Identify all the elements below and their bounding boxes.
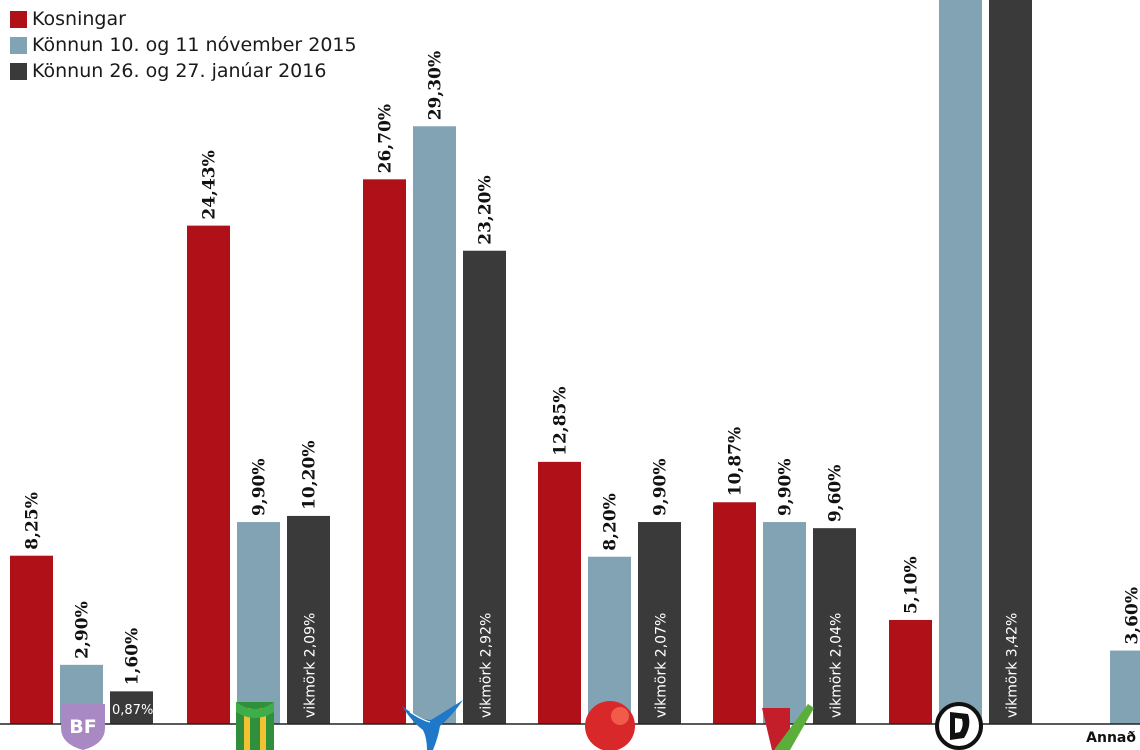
bar-5-series-1 xyxy=(713,502,756,724)
value-label: 9,60% xyxy=(826,465,846,523)
bar-4-series-1 xyxy=(538,461,581,724)
margin-of-error-label: vikmörk 2,09% xyxy=(303,613,319,718)
legend-swatch xyxy=(10,36,27,54)
margin-of-error-label: vikmörk 2,07% xyxy=(654,613,670,718)
bar-2-series-2 xyxy=(237,522,280,724)
value-label: 10,87% xyxy=(726,427,746,496)
legend-swatch xyxy=(10,10,27,28)
legend-label: Könnun 10. og 11 nóvember 2015 xyxy=(32,34,357,56)
bar-4-series-3 xyxy=(638,522,681,724)
bf-shield-logo-icon: BF xyxy=(61,704,105,750)
bar-3-series-3 xyxy=(463,250,506,724)
value-label: 2,90% xyxy=(73,601,93,659)
legend-item-kosningar: Kosningar xyxy=(10,6,357,32)
value-label: 9,90% xyxy=(651,458,671,516)
legend-item-nov-2015: Könnun 10. og 11 nóvember 2015 xyxy=(10,32,357,58)
vg-logo-icon xyxy=(762,704,814,750)
value-label: 9,90% xyxy=(250,458,270,516)
value-label: 9,90% xyxy=(776,458,796,516)
legend: Kosningar Könnun 10. og 11 nóvember 2015… xyxy=(10,6,357,84)
svg-text:BF: BF xyxy=(69,716,96,738)
framsokn-logo-icon xyxy=(236,702,274,750)
category-label-annad: Annað xyxy=(1086,730,1136,746)
legend-label: Könnun 26. og 27. janúar 2016 xyxy=(32,60,327,82)
legend-swatch xyxy=(10,62,27,80)
value-label: 8,20% xyxy=(601,493,621,551)
rose-logo-icon xyxy=(585,701,635,750)
bar-1-series-3 xyxy=(110,691,153,724)
bar-4-series-2 xyxy=(588,556,631,724)
margin-of-error-label: 0,87% xyxy=(112,703,153,718)
value-label: 12,85% xyxy=(551,386,571,455)
bar-6-series-1 xyxy=(889,619,932,724)
value-label: 23,20% xyxy=(476,175,496,244)
bar-2-series-1 xyxy=(187,225,230,725)
value-label: 8,25% xyxy=(23,492,43,550)
bar-5-series-2 xyxy=(763,522,806,724)
bar-2-series-3 xyxy=(287,515,330,724)
bar-5-series-3 xyxy=(813,528,856,724)
margin-of-error-label: vikmörk 2,92% xyxy=(479,613,495,718)
margin-of-error-label: vikmörk 3,42% xyxy=(1005,613,1021,718)
party-logos: Annað BF xyxy=(61,700,1136,750)
legend-item-jan-2016: Könnun 26. og 27. janúar 2016 xyxy=(10,58,357,84)
bars-layer: 8,25% 2,90% 1,60% 0,87% 24,43% 9,90% 10,20% vik… xyxy=(10,0,1140,725)
bar-6-series-3 xyxy=(989,0,1032,725)
legend-label: Kosningar xyxy=(32,8,126,30)
pirate-flag-logo-icon xyxy=(935,702,983,750)
value-label: 3,60% xyxy=(1123,587,1140,645)
value-label: 1,60% xyxy=(123,628,143,686)
value-label: 24,43% xyxy=(200,150,220,219)
bar-6-series-2 xyxy=(939,0,982,725)
falcon-logo-icon xyxy=(402,700,463,750)
bar-3-series-2 xyxy=(413,126,456,724)
value-label: 5,10% xyxy=(902,556,922,614)
value-label: 26,70% xyxy=(376,104,396,173)
bar-7-series-2 xyxy=(1110,650,1140,724)
bar-3-series-1 xyxy=(363,179,406,724)
value-label: 29,30% xyxy=(426,51,446,120)
bar-1-series-1 xyxy=(10,555,53,724)
value-label: 10,20% xyxy=(300,441,320,510)
margin-of-error-label: vikmörk 2,04% xyxy=(829,613,845,718)
